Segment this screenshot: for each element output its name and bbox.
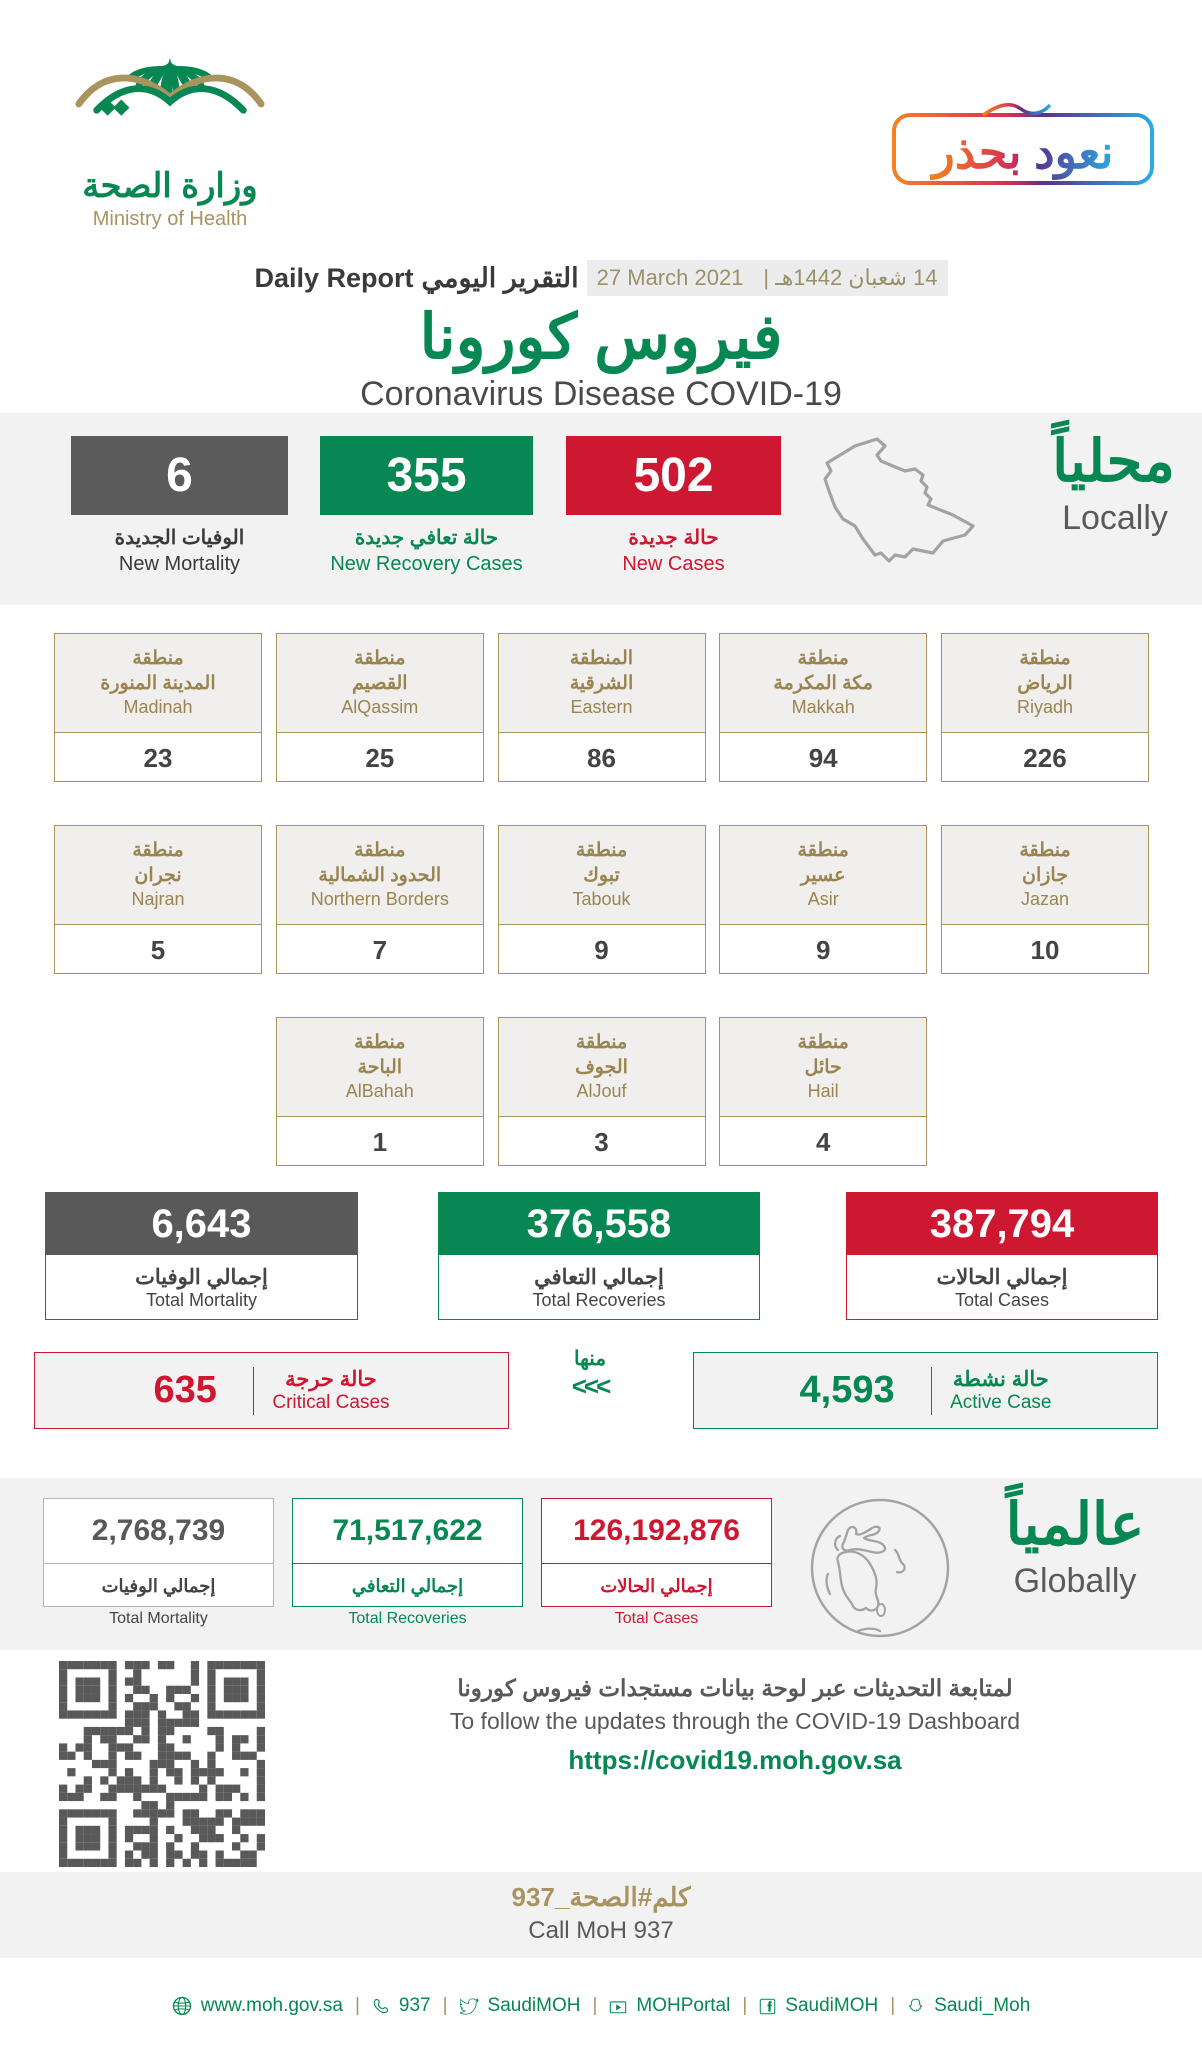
- svg-text:نعود بحذر: نعود بحذر: [930, 126, 1114, 180]
